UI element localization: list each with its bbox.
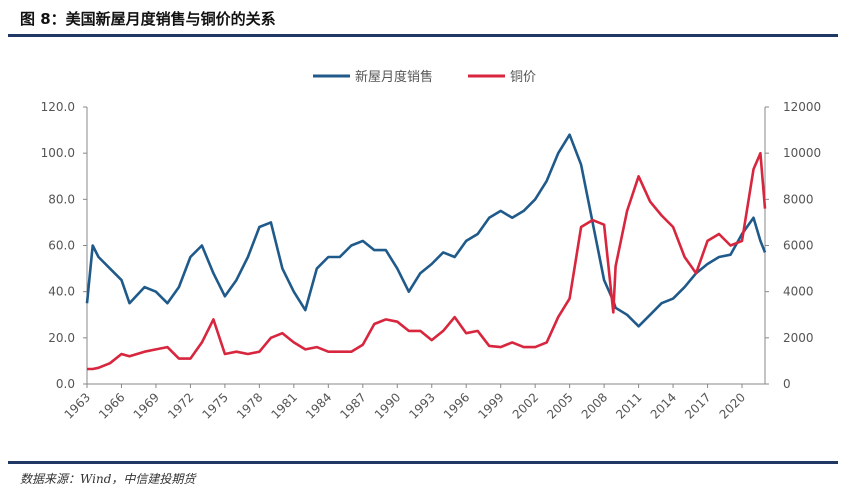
x-tick-label: 1984 <box>303 390 334 421</box>
x-tick-label: 1972 <box>165 390 196 421</box>
y-left-tick-label: 100.0 <box>41 146 75 160</box>
y-left-tick-label: 60.0 <box>48 239 75 253</box>
y-right-tick-label: 10000 <box>783 146 821 160</box>
y-left-tick-label: 80.0 <box>48 192 75 206</box>
x-tick-label: 2008 <box>579 390 610 421</box>
x-tick-label: 1990 <box>372 390 403 421</box>
x-tick-label: 2017 <box>682 390 713 421</box>
series-line-copper-price <box>87 151 767 371</box>
x-tick-label: 1981 <box>268 390 299 421</box>
x-tick-label: 1963 <box>62 390 93 421</box>
y-right-tick-label: 8000 <box>783 192 814 206</box>
x-tick-label: 1987 <box>337 390 368 421</box>
x-tick-label: 1975 <box>200 390 231 421</box>
x-tick-label: 1969 <box>131 390 162 421</box>
x-tick-label: 1966 <box>96 390 127 421</box>
y-right-tick-label: 2000 <box>783 331 814 345</box>
x-tick-label: 2005 <box>544 390 575 421</box>
legend: 新屋月度销售 铜价 <box>313 69 536 85</box>
figure-title: 图 8：美国新屋月度销售与铜价的关系 <box>20 10 276 28</box>
y-left-tick-label: 120.0 <box>41 100 75 114</box>
x-tick-label: 1996 <box>441 390 472 421</box>
title-divider <box>8 34 838 37</box>
x-tick-label: 1999 <box>475 390 506 421</box>
data-source: 数据来源：Wind，中信建投期货 <box>20 472 196 486</box>
footer-divider <box>8 461 838 464</box>
y-right-tick-label: 0 <box>783 377 791 391</box>
x-tick-label: 2014 <box>648 390 679 421</box>
series-line-housing-sales <box>85 133 767 328</box>
y-left-tick-label: 40.0 <box>48 285 75 299</box>
x-tick-label: 2011 <box>613 390 644 421</box>
x-tick-label: 2020 <box>717 390 748 421</box>
y-right-tick-label: 6000 <box>783 239 814 253</box>
y-left-tick-label: 0.0 <box>56 377 75 391</box>
x-tick-label: 2002 <box>510 390 541 421</box>
y-right-tick-label: 4000 <box>783 285 814 299</box>
y-right-tick-label: 12000 <box>783 100 821 114</box>
legend-label-housing: 新屋月度销售 <box>355 69 433 85</box>
x-tick-label: 1978 <box>234 390 265 421</box>
legend-label-copper: 铜价 <box>510 70 536 85</box>
y-left-tick-label: 20.0 <box>48 331 75 345</box>
x-tick-label: 1993 <box>406 390 437 421</box>
